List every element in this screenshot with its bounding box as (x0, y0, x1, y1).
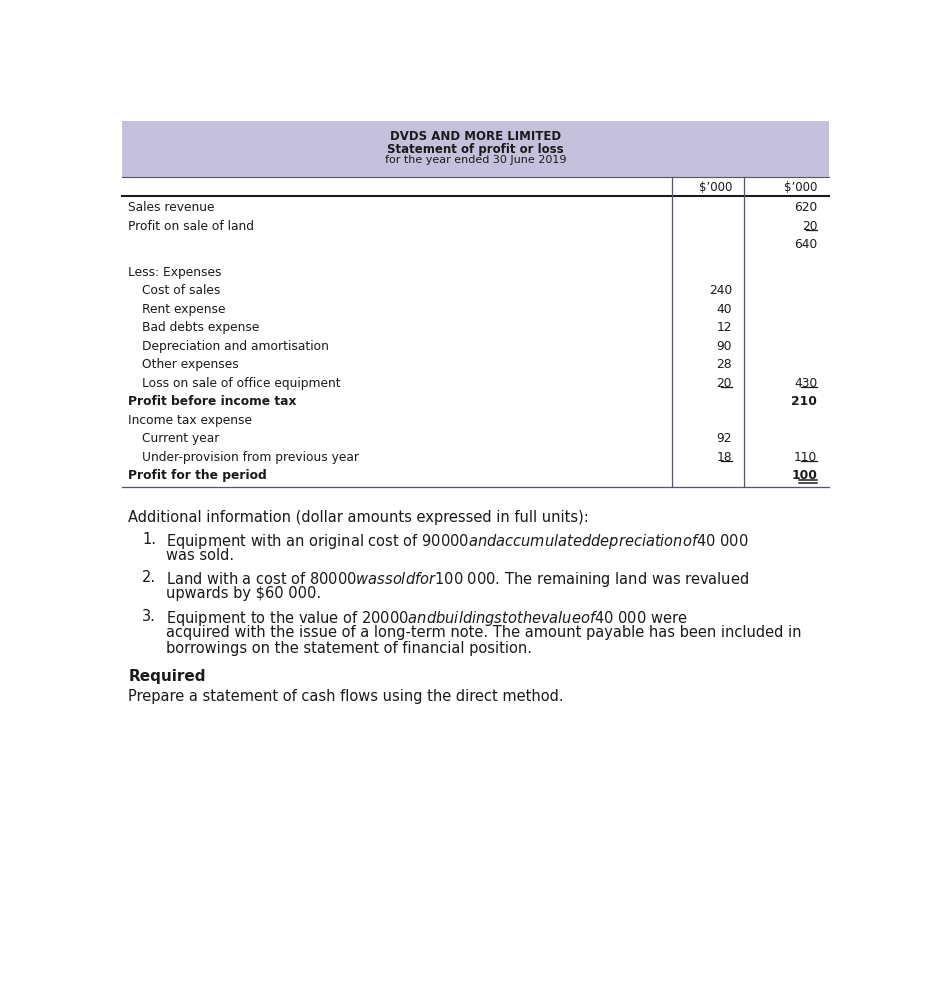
Text: Cost of sales: Cost of sales (142, 284, 221, 297)
Text: Additional information (dollar amounts expressed in full units):: Additional information (dollar amounts e… (128, 510, 589, 525)
Text: Depreciation and amortisation: Depreciation and amortisation (142, 339, 329, 353)
Text: 20: 20 (716, 377, 731, 390)
Text: acquired with the issue of a long-term note. The amount payable has been include: acquired with the issue of a long-term n… (165, 625, 800, 640)
Text: upwards by $60 000.: upwards by $60 000. (165, 586, 321, 601)
Text: 18: 18 (716, 451, 731, 463)
Text: 12: 12 (716, 322, 731, 335)
Text: Profit before income tax: Profit before income tax (128, 396, 297, 408)
Text: DVDS AND MORE LIMITED: DVDS AND MORE LIMITED (389, 131, 561, 144)
Text: 2.: 2. (142, 570, 156, 585)
Text: 20: 20 (801, 219, 817, 233)
Text: was sold.: was sold. (165, 548, 234, 563)
Text: Profit on sale of land: Profit on sale of land (128, 219, 254, 233)
Text: $’000: $’000 (698, 181, 731, 194)
Text: 90: 90 (716, 339, 731, 353)
Text: 620: 620 (794, 202, 817, 215)
Text: 1.: 1. (142, 531, 156, 546)
Text: Land with a cost of $80 000 was sold for $100 000. The remaining land was revalu: Land with a cost of $80 000 was sold for… (165, 570, 748, 589)
Text: 210: 210 (791, 396, 817, 408)
Text: 430: 430 (794, 377, 817, 390)
Text: 640: 640 (794, 238, 817, 251)
Text: Required: Required (128, 669, 206, 685)
Text: Statement of profit or loss: Statement of profit or loss (387, 143, 564, 155)
Text: 240: 240 (708, 284, 731, 297)
Text: for the year ended 30 June 2019: for the year ended 30 June 2019 (385, 155, 565, 165)
Text: Prepare a statement of cash flows using the direct method.: Prepare a statement of cash flows using … (128, 690, 564, 705)
Text: Under-provision from previous year: Under-provision from previous year (142, 451, 359, 463)
Text: 28: 28 (716, 358, 731, 371)
Text: 3.: 3. (142, 608, 156, 624)
Text: Less: Expenses: Less: Expenses (128, 266, 222, 278)
Bar (122, 121, 828, 177)
Text: Sales revenue: Sales revenue (128, 202, 215, 215)
Text: Equipment to the value of $20 000 and buildings to the value of $40 000 were: Equipment to the value of $20 000 and bu… (165, 608, 686, 628)
Text: Rent expense: Rent expense (142, 303, 225, 316)
Text: 100: 100 (791, 469, 817, 482)
Text: Other expenses: Other expenses (142, 358, 239, 371)
Text: 92: 92 (716, 432, 731, 445)
Text: $’000: $’000 (783, 181, 817, 194)
Text: borrowings on the statement of financial position.: borrowings on the statement of financial… (165, 641, 531, 656)
Text: Bad debts expense: Bad debts expense (142, 322, 260, 335)
Text: Current year: Current year (142, 432, 220, 445)
Text: Loss on sale of office equipment: Loss on sale of office equipment (142, 377, 340, 390)
Text: Income tax expense: Income tax expense (128, 413, 252, 427)
Text: Equipment with an original cost of $90 000 and accumulated depreciation of $40 0: Equipment with an original cost of $90 0… (165, 531, 747, 551)
Text: 110: 110 (794, 451, 817, 463)
Text: 40: 40 (716, 303, 731, 316)
Text: Profit for the period: Profit for the period (128, 469, 267, 482)
